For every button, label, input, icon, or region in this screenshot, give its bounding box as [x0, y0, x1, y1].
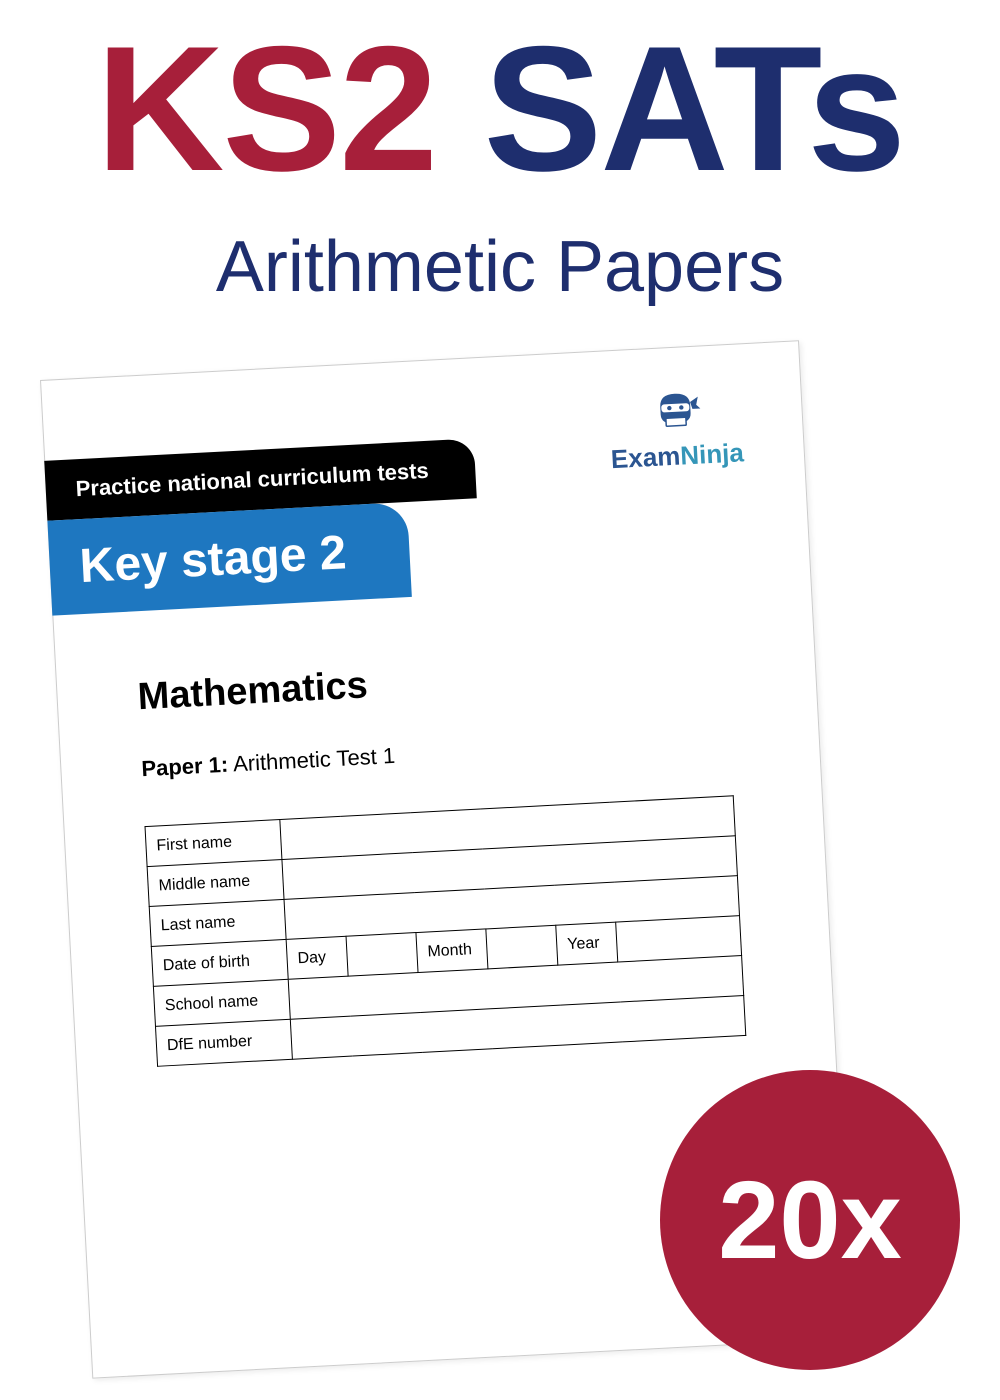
ninja-icon — [649, 387, 701, 434]
paper-label: Paper 1: Arithmetic Test 1 — [141, 743, 396, 782]
title-sats: SATs — [436, 9, 904, 208]
paper-label-rest: Arithmetic Test 1 — [228, 743, 396, 777]
label-dfe: DfE number — [155, 1019, 292, 1066]
field-month — [486, 925, 558, 969]
paper-label-bold: Paper 1: — [141, 752, 229, 782]
label-dob: Date of birth — [151, 939, 288, 986]
banner-practice-tests: Practice national curriculum tests — [44, 438, 477, 520]
label-month: Month — [416, 929, 488, 973]
subtitle: Arithmetic Papers — [0, 226, 1000, 308]
label-school: School name — [153, 979, 290, 1026]
logo-text: ExamNinja — [610, 437, 744, 475]
badge-text: 20x — [718, 1157, 902, 1284]
header: KS2 SATs Arithmetic Papers — [0, 0, 1000, 308]
student-info-table: First name Middle name Last name Date of… — [144, 795, 746, 1067]
label-last-name: Last name — [149, 899, 286, 946]
label-middle-name: Middle name — [147, 859, 284, 906]
logo-ninja: Ninja — [679, 437, 744, 470]
label-day: Day — [286, 936, 348, 979]
field-year — [616, 916, 742, 962]
examninja-logo: ExamNinja — [607, 384, 744, 475]
label-year: Year — [556, 922, 618, 965]
field-day — [346, 933, 418, 977]
logo-exam: Exam — [610, 441, 681, 475]
main-title: KS2 SATs — [0, 20, 1000, 198]
quantity-badge: 20x — [660, 1070, 960, 1370]
label-first-name: First name — [145, 820, 282, 867]
subject-heading: Mathematics — [137, 664, 369, 719]
banner-key-stage: Key stage 2 — [47, 502, 411, 616]
title-ks2: KS2 — [96, 9, 436, 208]
